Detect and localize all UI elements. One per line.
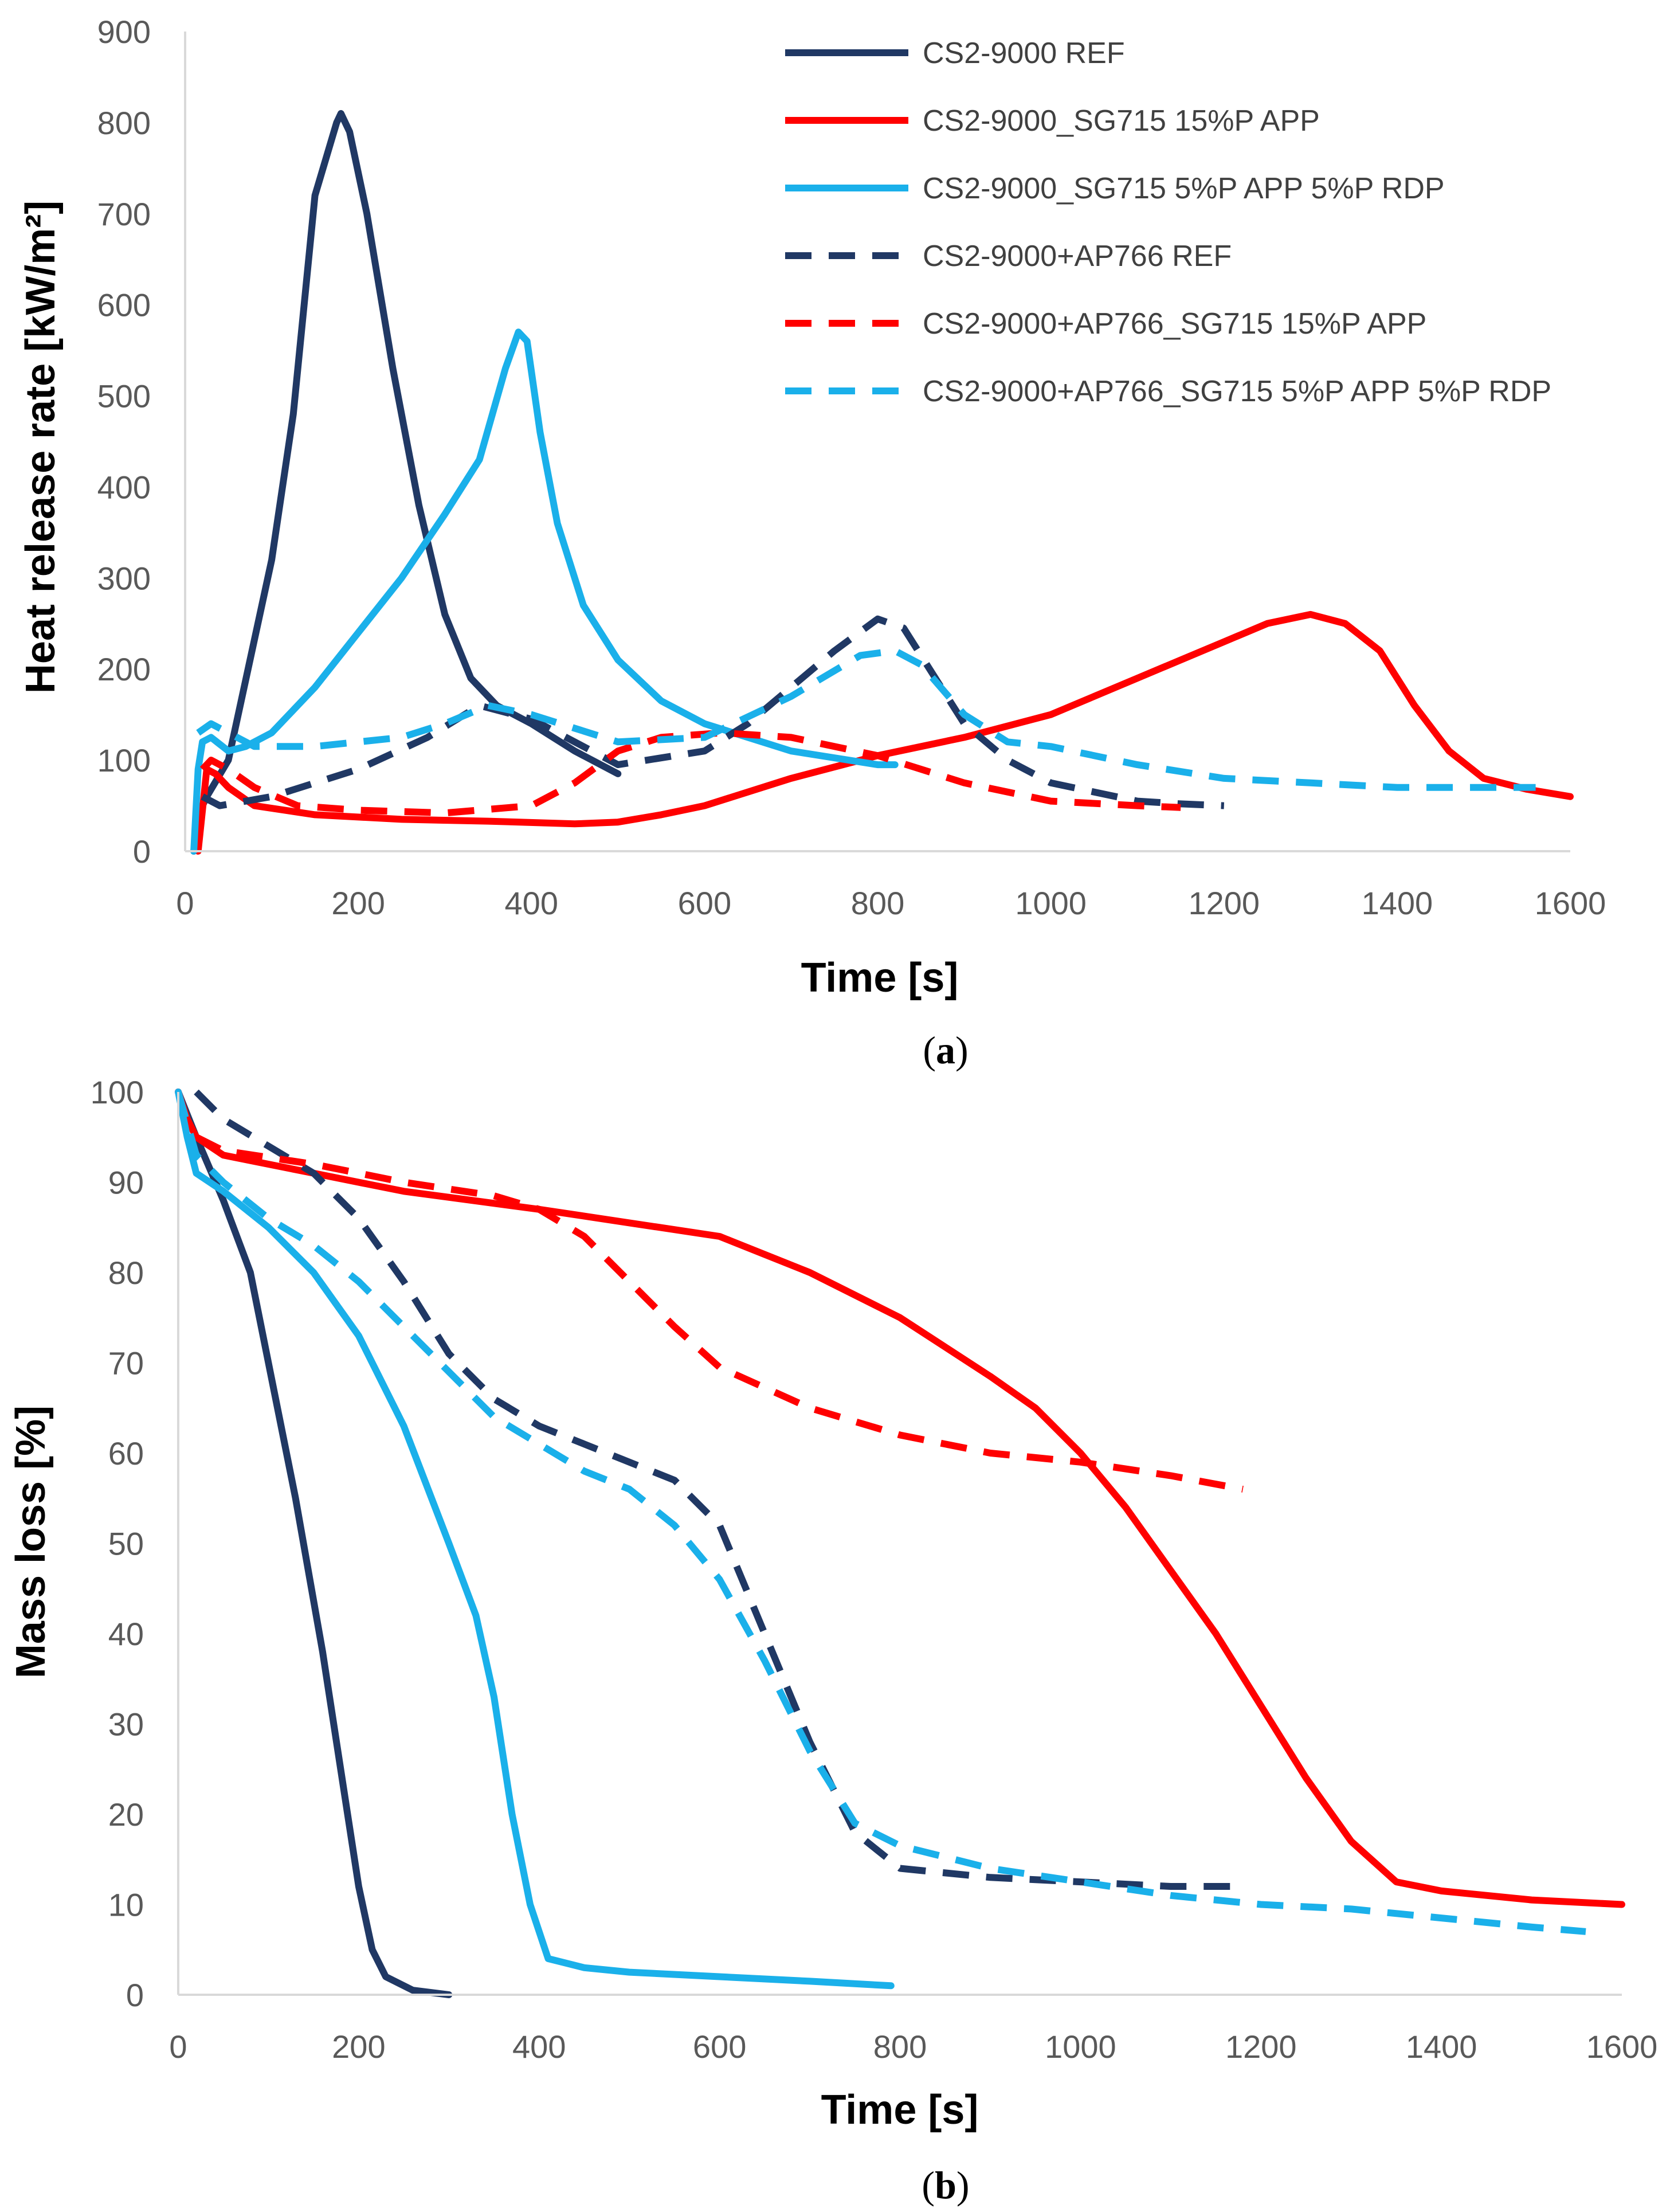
- series-line-b-3: [194, 1089, 1234, 1890]
- x-tick-label: 1400: [1406, 2029, 1477, 2065]
- y-tick-label: 10: [108, 1887, 144, 1923]
- x-tick-label: 0: [176, 885, 194, 921]
- y-tick-label: 80: [108, 1255, 144, 1291]
- y-tick-label: 90: [108, 1165, 144, 1201]
- x-tick-label: 1200: [1188, 885, 1260, 921]
- y-tick-label: 70: [108, 1345, 144, 1381]
- x-tick-label: 1600: [1586, 2029, 1658, 2065]
- x-tick-label: 1600: [1535, 885, 1606, 921]
- y-tick-label: 200: [97, 651, 151, 687]
- x-tick-label: 600: [678, 885, 731, 921]
- series-group-b: [175, 1089, 1625, 1998]
- series-line-a-0: [190, 110, 622, 855]
- legend-label: CS2-9000+AP766_SG715 5%P APP 5%P RDP: [923, 375, 1551, 408]
- y-tick-label: 100: [97, 742, 151, 778]
- y-ticks-a: 0 100 200 300 400 500 600 700 800 900: [97, 14, 151, 870]
- legend-label: CS2-9000_SG715 15%P APP: [923, 104, 1320, 138]
- x-ticks-b: 0 200 400 600 800 1000 1200 1400 1600: [169, 2029, 1657, 2065]
- series-line-a-1: [194, 610, 1574, 855]
- panel-caption-a: (a): [923, 1028, 968, 1072]
- series-line-b-0: [175, 1089, 453, 1998]
- y-tick-label: 100: [91, 1074, 144, 1110]
- series-line-a-3: [201, 615, 1225, 809]
- y-tick-label: 60: [108, 1435, 144, 1471]
- x-axis-title-a: Time [s]: [801, 955, 959, 1001]
- y-ticks-b: 0 10 20 30 40 50 60 70 80 90 100: [91, 1074, 144, 2013]
- x-tick-label: 800: [873, 2029, 927, 2065]
- series-line-a-5: [196, 647, 1536, 791]
- y-tick-label: 0: [133, 833, 151, 870]
- series-group-a: [190, 110, 1574, 855]
- y-axis-title-a: Heat release rate [kW/m²]: [18, 201, 64, 694]
- chart-panel-a: 0 200 400 600 800 1000 1200 1400 1600 0 100 200 300…: [18, 14, 1606, 1072]
- series-line-b-2: [175, 1089, 895, 1990]
- x-tick-label: 1200: [1225, 2029, 1297, 2065]
- y-tick-label: 40: [108, 1616, 144, 1652]
- legend-label: CS2-9000_SG715 5%P APP 5%P RDP: [923, 172, 1445, 205]
- chart-panel-b: 0 200 400 600 800 1000 1200 1400 1600 0 10 20 30 40 5…: [8, 1074, 1657, 2207]
- y-tick-label: 500: [97, 378, 151, 414]
- series-line-b-5: [175, 1091, 1586, 1935]
- x-tick-label: 800: [851, 885, 904, 921]
- y-tick-label: 600: [97, 287, 151, 323]
- y-tick-label: 30: [108, 1706, 144, 1743]
- x-tick-label: 1400: [1362, 885, 1433, 921]
- y-tick-label: 800: [97, 105, 151, 141]
- legend-label: CS2-9000+AP766 REF: [923, 240, 1232, 273]
- y-tick-label: 400: [97, 469, 151, 505]
- y-axis-title-b: Mass loss [%]: [8, 1405, 54, 1678]
- panel-caption-b: (b): [922, 2163, 969, 2207]
- x-axis-title-b: Time [s]: [821, 2087, 979, 2133]
- x-tick-label: 200: [332, 2029, 385, 2065]
- caption-letter-a: a: [936, 1028, 955, 1072]
- x-tick-label: 200: [331, 885, 385, 921]
- y-tick-label: 50: [108, 1526, 144, 1562]
- x-tick-label: 1000: [1045, 2029, 1116, 2065]
- series-line-b-1: [175, 1089, 1625, 1908]
- series-line-a-2: [190, 328, 899, 855]
- legend-label: CS2-9000 REF: [923, 37, 1125, 70]
- legend: CS2-9000 REF CS2-9000_SG715 15%P APP CS2-9…: [785, 37, 1551, 408]
- series-line-a-4: [199, 729, 1181, 817]
- y-tick-label: 0: [126, 1977, 144, 2013]
- x-tick-label: 400: [512, 2029, 566, 2065]
- y-tick-label: 300: [97, 560, 151, 596]
- series-line-b-4: [194, 1134, 1244, 1493]
- x-tick-label: 600: [693, 2029, 746, 2065]
- caption-letter-b: b: [935, 2163, 956, 2207]
- x-tick-label: 1000: [1015, 885, 1087, 921]
- x-tick-label: 0: [169, 2029, 187, 2065]
- x-tick-label: 400: [505, 885, 558, 921]
- y-tick-label: 20: [108, 1796, 144, 1833]
- y-tick-label: 900: [97, 14, 151, 50]
- legend-label: CS2-9000+AP766_SG715 15%P APP: [923, 307, 1426, 340]
- y-tick-label: 700: [97, 196, 151, 232]
- x-ticks-a: 0 200 400 600 800 1000 1200 1400 1600: [176, 885, 1606, 921]
